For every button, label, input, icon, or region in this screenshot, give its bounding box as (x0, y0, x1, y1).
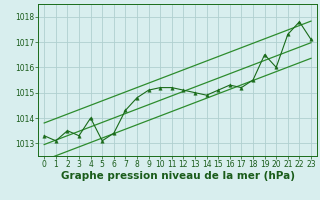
X-axis label: Graphe pression niveau de la mer (hPa): Graphe pression niveau de la mer (hPa) (60, 171, 295, 181)
